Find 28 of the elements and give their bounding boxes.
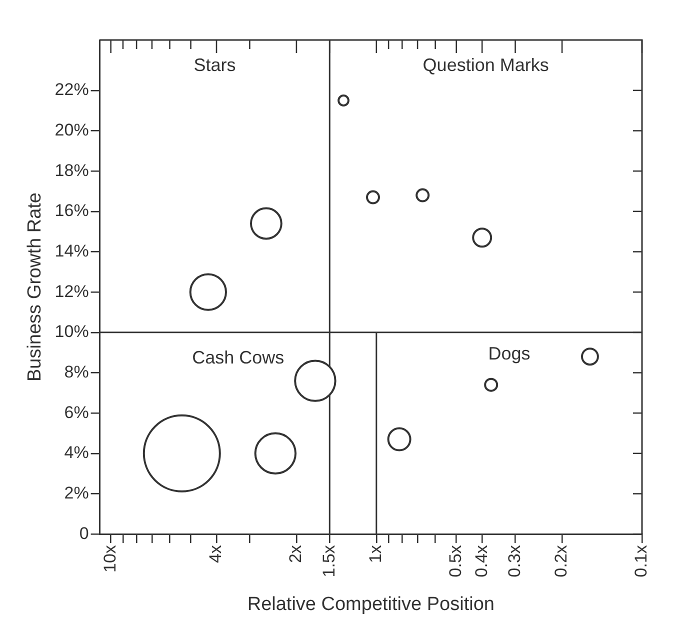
x-tick-label: 1x (366, 544, 386, 564)
annotation: Question Marks (422, 54, 549, 75)
x-tick-label: 0.1x (632, 544, 651, 578)
y-tick-label: 10% (54, 322, 89, 342)
x-tick-label: 1.5x (319, 544, 338, 578)
annotation: Stars (194, 54, 236, 75)
x-axis-title: Relative Competitive Position (247, 594, 494, 615)
y-tick-label: 2% (64, 483, 89, 502)
x-tick-label: 0.4x (472, 544, 491, 578)
x-tick-label: 10x (100, 544, 120, 572)
x-tick-label: 0.2x (552, 544, 571, 578)
y-tick-label: 20% (54, 120, 89, 140)
x-tick-label: 0.5x (446, 544, 466, 578)
y-tick-label: 14% (54, 241, 89, 260)
y-tick-label: 18% (54, 160, 89, 180)
x-tick-label: 2x (286, 544, 306, 564)
x-tick-label: 4x (206, 544, 226, 564)
y-tick-label: 22% (54, 80, 89, 100)
y-tick-label: 4% (64, 443, 89, 462)
annotation: Dogs (488, 343, 530, 364)
y-tick-label: 8% (64, 362, 89, 382)
y-tick-label: 6% (64, 402, 89, 422)
y-tick-label: 16% (54, 201, 89, 220)
x-tick-label: 0.3x (504, 544, 524, 578)
y-axis-title: Business Growth Rate (24, 192, 46, 382)
y-tick-label: 0 (79, 524, 89, 543)
annotation: Cash Cows (192, 347, 284, 368)
y-tick-label: 12% (54, 282, 89, 301)
